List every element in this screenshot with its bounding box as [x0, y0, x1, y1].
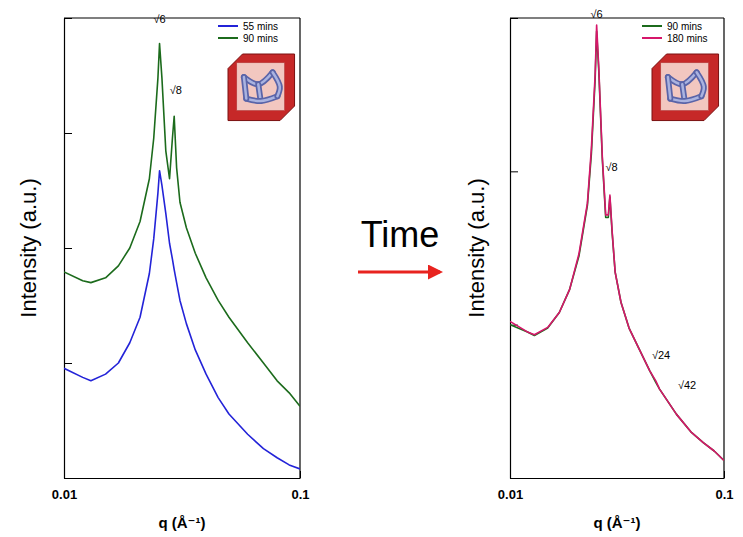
x-tick-label: 0.01: [52, 487, 77, 502]
y-tick-mark: [64, 478, 72, 479]
x-axis-line: [511, 478, 725, 479]
legend-label: 180 mins: [667, 33, 708, 44]
legend-label: 90 mins: [243, 33, 278, 44]
time-arrow: [358, 271, 440, 274]
legend: 55 mins90 mins: [218, 21, 278, 44]
series-line: [510, 31, 724, 460]
peak-label: √6: [153, 13, 165, 25]
network-tube: [244, 77, 246, 99]
series-line: [64, 171, 300, 469]
legend-swatch: [218, 25, 238, 27]
figure: 0.01 0.1 q (Å⁻¹) Intensity (a.u.) √6 √8 55 min…: [0, 0, 743, 537]
network-tube: [697, 72, 704, 96]
network-tube: [273, 72, 280, 96]
y-tick: [510, 478, 518, 479]
network-tube-highlight: [246, 96, 277, 101]
y-tick: [64, 248, 72, 249]
x-tick-label: 0.01: [498, 487, 523, 502]
peak-label: √8: [170, 84, 182, 96]
y-tick: [64, 478, 72, 479]
y-axis: [64, 19, 72, 479]
plot-area: [510, 25, 724, 461]
frame-top: [64, 17, 300, 18]
frame-top: [510, 17, 724, 18]
y-tick: [510, 171, 518, 172]
legend-swatch: [642, 25, 662, 27]
panel: 0.01 0.1 q (Å⁻¹) Intensity (a.u.) √6 √8 55 min…: [16, 13, 310, 531]
time-label: Time: [361, 214, 440, 255]
y-axis: [510, 19, 518, 479]
network-tube-highlight: [697, 72, 704, 96]
y-tick: [64, 363, 72, 364]
y-tick-mark: [510, 171, 518, 172]
peak-label: √24: [652, 349, 670, 361]
frame-right: [723, 18, 724, 478]
panel: 0.01 0.1 q (Å⁻¹) Intensity (a.u.) √6 √8 √24 √42…: [464, 8, 734, 531]
cube-shell: [652, 54, 719, 121]
cube-face: [237, 63, 285, 111]
x-axis-line: [65, 478, 301, 479]
legend-label: 55 mins: [243, 21, 278, 32]
network-tube-highlight: [273, 72, 280, 96]
network-tube: [246, 96, 277, 101]
network-tube-highlight: [244, 77, 246, 99]
y-tick-mark: [64, 248, 72, 249]
y-tick-mark: [64, 363, 72, 364]
structure-inset: [652, 54, 719, 121]
peak-label: √42: [678, 379, 696, 391]
legend: 90 mins180 mins: [642, 21, 708, 44]
cube-face: [661, 63, 709, 111]
y-axis-title: Intensity (a.u.): [16, 178, 41, 317]
x-axis: 0.01 0.1: [498, 471, 734, 502]
x-axis: 0.01 0.1: [52, 471, 310, 502]
peak-label: √6: [591, 8, 603, 20]
x-tick-label: 0.1: [715, 487, 733, 502]
legend-swatch: [642, 37, 662, 39]
y-axis-title: Intensity (a.u.): [464, 178, 489, 317]
x-axis-title: q (Å⁻¹): [158, 514, 205, 531]
network-tube: [670, 96, 701, 101]
network-tube-highlight: [670, 96, 701, 101]
plot-area: [64, 44, 300, 469]
y-tick-mark: [510, 478, 518, 479]
cube-shell: [228, 54, 295, 121]
structure-inset: [228, 54, 295, 121]
network-tube-highlight: [668, 77, 670, 99]
network-tube: [668, 77, 670, 99]
y-tick-mark: [64, 133, 72, 134]
frame-right: [299, 18, 300, 478]
series-line: [510, 25, 724, 461]
x-tick-label: 0.1: [291, 487, 309, 502]
y-axis-line: [510, 19, 511, 479]
legend-label: 90 mins: [667, 21, 702, 32]
y-tick: [64, 133, 72, 134]
peak-label: √8: [605, 161, 617, 173]
series-line: [64, 44, 300, 407]
legend-swatch: [218, 37, 238, 39]
x-axis-title: q (Å⁻¹): [593, 514, 640, 531]
